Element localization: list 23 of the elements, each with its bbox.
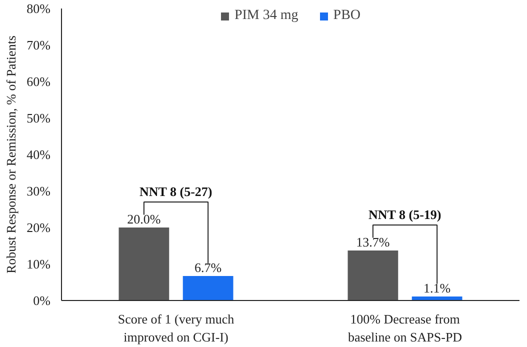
bar (182, 276, 234, 300)
y-tick-label: 60% (26, 74, 51, 89)
y-tick-label: 50% (26, 110, 51, 126)
y-tick-label: 20% (26, 220, 51, 235)
data-label: 20.0% (127, 212, 161, 226)
data-label: 1.1% (424, 280, 451, 296)
annotation: NNT 8 (5-27) (140, 184, 212, 199)
y-tick-label: 30% (26, 184, 51, 198)
x-tick-label: 100% Decrease from baseline on SAPS-PD (348, 312, 462, 344)
data-label: 6.7% (194, 260, 222, 276)
bar (348, 250, 398, 300)
y-tick-label: 0% (33, 293, 51, 308)
legend-label: PIM 34 mg (234, 8, 298, 24)
y-tick-label: 80% (26, 1, 51, 16)
x-tick-label: Score of 1 (very much improved on CGI-I) (118, 312, 235, 344)
y-tick-label: 40% (26, 147, 51, 162)
y-tick-label: 70% (26, 38, 51, 52)
bar (118, 228, 170, 300)
annotation: NNT 8 (5-19) (368, 206, 442, 222)
y-axis-title: Robust Response or Remission, % of Patients (4, 36, 19, 274)
data-label: 13.7% (356, 234, 390, 250)
y-tick-label: 10% (26, 256, 51, 272)
legend-label: PBO (333, 8, 361, 24)
